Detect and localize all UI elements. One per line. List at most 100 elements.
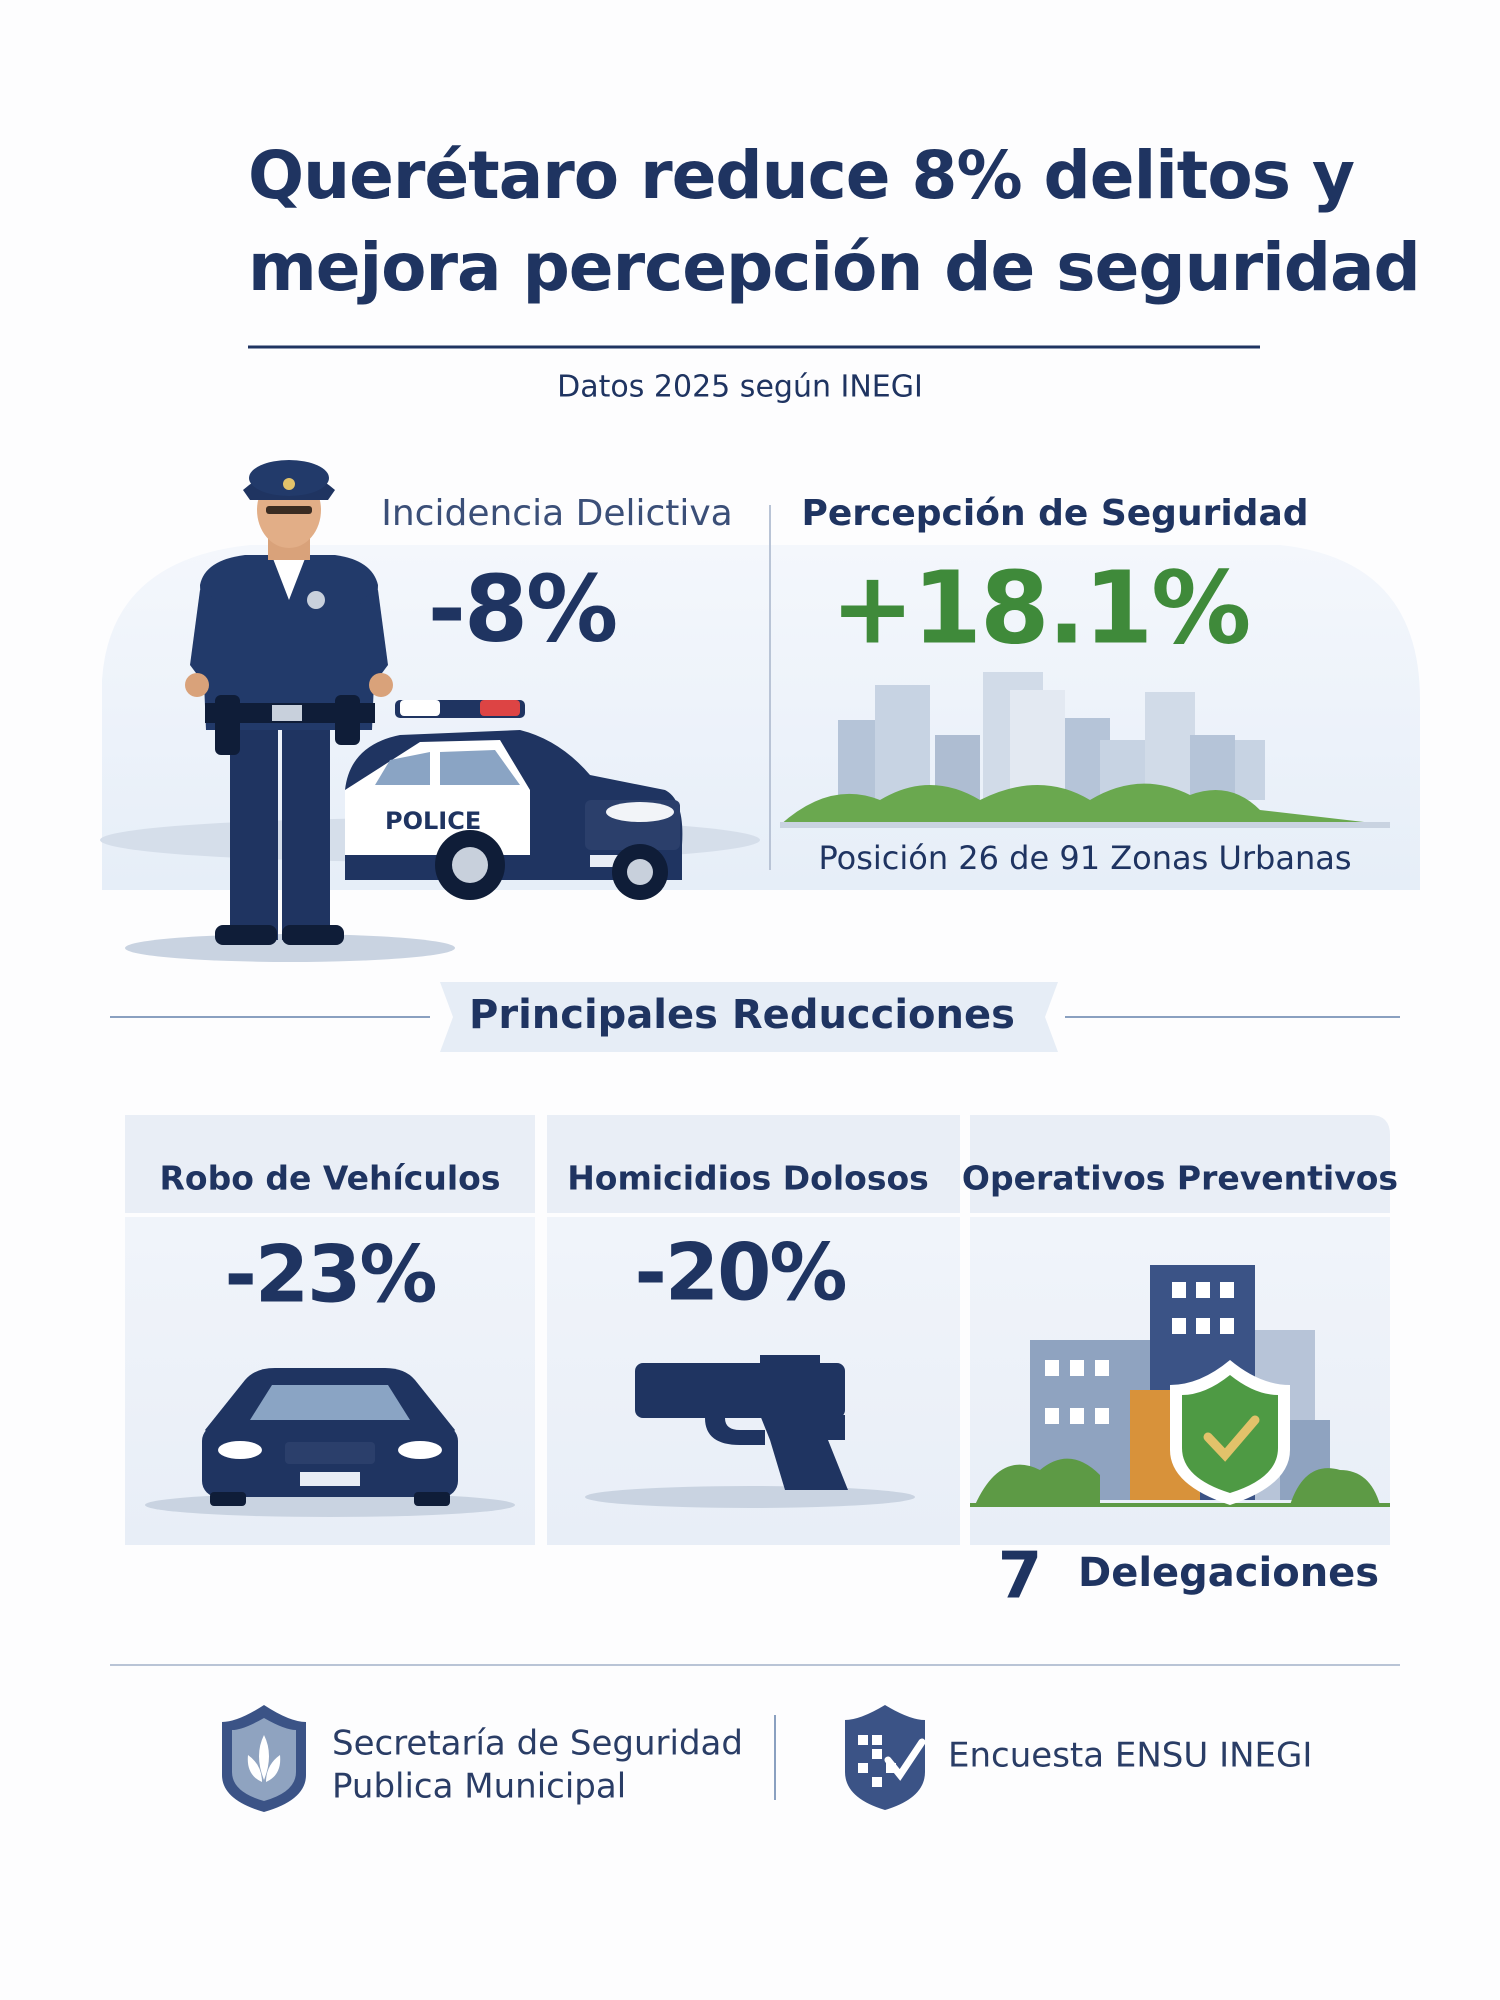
card-label: Homicidios Dolosos	[567, 1159, 929, 1198]
pistol-icon-part	[585, 1486, 915, 1508]
car-icon-part	[210, 1492, 246, 1506]
inegi-logo-part-part	[872, 1777, 882, 1787]
police-officer-part	[307, 591, 325, 609]
police-officer-part	[266, 506, 312, 514]
police-officer-part	[360, 590, 388, 685]
city-illustration-part	[780, 783, 1390, 825]
highlight-value: -8%	[428, 555, 616, 662]
city-illustration-part	[1190, 735, 1235, 800]
car-icon	[145, 1368, 515, 1517]
city-illustration-part	[838, 720, 878, 800]
police-car-text: POLICE	[385, 807, 481, 835]
card-label: Robo de Vehículos	[160, 1159, 501, 1198]
police-officer-part	[272, 556, 306, 600]
highlight-note: Posición 26 de 91 Zonas Urbanas	[818, 839, 1351, 877]
shield-buildings-icon-part-part	[1220, 1318, 1234, 1334]
card-value: -20%	[634, 1228, 845, 1318]
inegi-logo-part	[845, 1705, 925, 1810]
card-value: 7	[998, 1540, 1043, 1614]
shield-buildings-icon-part-part	[1070, 1360, 1084, 1376]
police-car-part	[480, 700, 520, 716]
police-officer-part	[190, 590, 218, 685]
police-officer	[125, 460, 455, 962]
shield-buildings-icon-part-part	[1045, 1408, 1059, 1424]
police-officer-part	[215, 925, 277, 945]
police-officer-part	[200, 555, 378, 730]
card-value: -23%	[224, 1230, 435, 1320]
header: Querétaro reduce 8% delitos y mejora per…	[248, 137, 1421, 405]
subtitle: Datos 2025 según INEGI	[557, 370, 923, 405]
police-officer-part	[272, 705, 302, 721]
shield-buildings-icon-part-part	[1196, 1318, 1210, 1334]
shield-buildings-icon-part	[1290, 1468, 1380, 1505]
shield-buildings-icon-part	[1182, 1375, 1278, 1493]
car-icon-part	[414, 1492, 450, 1506]
shield-buildings-icon-part	[1203, 1415, 1260, 1462]
ssp-logo-part	[247, 1735, 281, 1782]
inegi-logo-part	[884, 1738, 926, 1781]
city-illustration-part	[1145, 692, 1195, 800]
shield-buildings-icon-part-part	[1070, 1408, 1084, 1424]
city-illustration-part	[1235, 740, 1265, 800]
highlight-label: Incidencia Delictiva	[381, 493, 733, 534]
section-title: Principales Reducciones	[469, 992, 1015, 1038]
police-car: POLICE	[100, 700, 760, 900]
pistol-icon-part	[760, 1355, 820, 1365]
section-banner	[110, 982, 1400, 1052]
shield-buildings-icon-part-part	[1220, 1282, 1234, 1298]
inegi-logo-part-part	[858, 1735, 868, 1745]
police-car-part	[375, 752, 430, 785]
city-illustration-part	[1010, 690, 1065, 800]
shield-buildings-icon-part-part	[1095, 1360, 1109, 1376]
police-officer-part	[369, 673, 393, 697]
police-officer-part	[282, 720, 330, 940]
card-header-rule	[125, 1213, 1390, 1217]
police-car-part	[606, 802, 674, 822]
pistol-icon-part	[760, 1415, 848, 1490]
police-car-part	[400, 700, 440, 716]
police-car-part	[440, 750, 520, 785]
card-header	[547, 1115, 960, 1215]
shield-buildings-icon-part	[975, 1458, 1100, 1505]
title-line: Querétaro reduce 8% delitos y	[248, 137, 1354, 214]
inegi-logo-part-part	[872, 1735, 882, 1745]
police-officer-part	[282, 925, 344, 945]
shield-buildings-icon-part-part	[1172, 1318, 1186, 1334]
card-label: Operativos Preventivos	[962, 1159, 1398, 1198]
footer-text: Encuesta ENSU INEGI	[948, 1736, 1312, 1776]
section-banner-part	[440, 982, 1058, 1052]
police-officer-part	[125, 934, 455, 962]
car-icon-part	[398, 1441, 442, 1459]
police-car-part	[452, 847, 488, 883]
inegi-logo-part-part	[858, 1763, 868, 1773]
car-icon-part	[218, 1441, 262, 1459]
city-illustration	[780, 672, 1390, 828]
police-car-part	[627, 859, 653, 885]
title-line: mejora percepción de seguridad	[248, 229, 1420, 306]
police-officer-part	[215, 695, 240, 755]
shield-buildings-icon	[970, 1265, 1390, 1507]
police-officer-part	[335, 695, 360, 745]
shield-buildings-icon-part-part	[1196, 1282, 1210, 1298]
car-icon-part	[285, 1442, 375, 1464]
footer-text: Publica Municipal	[332, 1767, 626, 1807]
shield-buildings-icon-part-part	[1095, 1408, 1109, 1424]
pistol-icon	[585, 1355, 915, 1508]
city-illustration-part	[875, 685, 930, 800]
footer-text: Secretaría de Seguridad	[332, 1724, 743, 1764]
shield-buildings-icon-part	[1045, 1282, 1234, 1424]
card-unit: Delegaciones	[1078, 1550, 1379, 1596]
card-header	[125, 1115, 535, 1215]
police-officer-part	[283, 478, 295, 490]
highlight-value: +18.1%	[831, 549, 1250, 666]
inegi-logo-part-part	[872, 1749, 882, 1759]
pistol-icon-part	[705, 1418, 765, 1445]
highlight-label: Percepción de Seguridad	[801, 493, 1308, 534]
shield-buildings-icon-part-part	[1045, 1360, 1059, 1376]
inegi-logo	[845, 1705, 926, 1810]
card-header	[970, 1115, 1390, 1215]
car-icon-part	[300, 1472, 360, 1486]
police-officer-part	[185, 673, 209, 697]
